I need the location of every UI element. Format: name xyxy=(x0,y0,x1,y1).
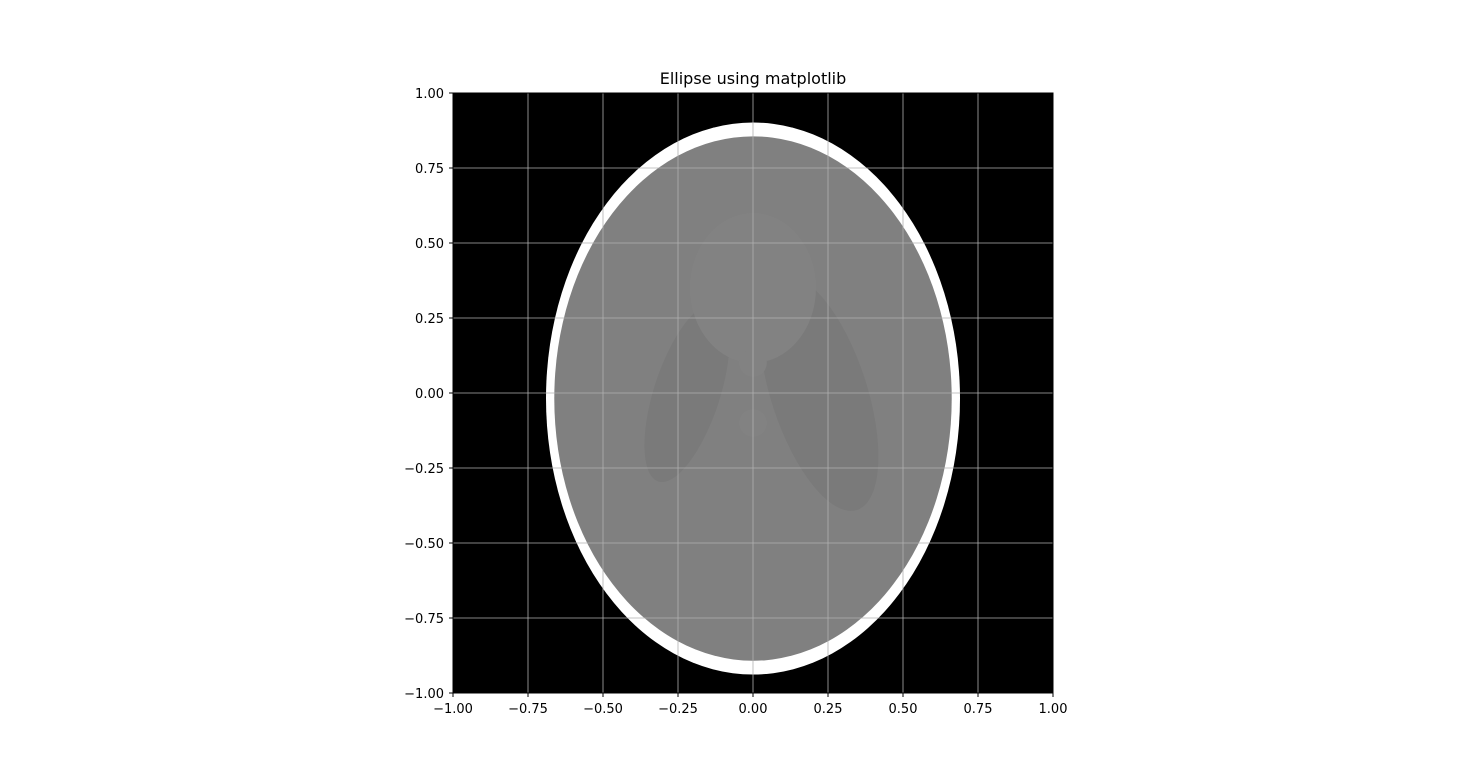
y-tick-label: 0.75 xyxy=(415,162,444,177)
chart-title: Ellipse using matplotlib xyxy=(660,69,847,88)
y-tick-label: 0.25 xyxy=(415,312,444,327)
y-tick-label: 1.00 xyxy=(415,87,444,102)
x-tick-label: 0.75 xyxy=(964,702,993,717)
y-tick-label: −0.25 xyxy=(404,462,444,477)
y-tick-label: −1.00 xyxy=(404,687,444,702)
y-axis: 1.00 0.75 0.50 0.25 0.00 −0.25 −0.50 −0.75 −1.00 xyxy=(404,87,453,702)
y-tick-label: 0.50 xyxy=(415,237,444,252)
y-tick-label: 0.00 xyxy=(415,387,444,402)
plot-area xyxy=(452,92,1054,694)
x-tick-label: −1.00 xyxy=(433,702,473,717)
x-tick-label: 1.00 xyxy=(1039,702,1068,717)
x-tick-label: 0.00 xyxy=(739,702,768,717)
x-axis: −1.00 −0.75 −0.50 −0.25 0.00 0.25 0.50 0.75 1.00 xyxy=(433,693,1067,717)
x-tick-label: −0.50 xyxy=(583,702,623,717)
y-tick-label: −0.75 xyxy=(404,612,444,627)
y-tick-label: −0.50 xyxy=(404,537,444,552)
x-tick-label: −0.25 xyxy=(658,702,698,717)
x-tick-label: −0.75 xyxy=(508,702,548,717)
x-tick-label: 0.25 xyxy=(814,702,843,717)
x-tick-label: 0.50 xyxy=(889,702,918,717)
